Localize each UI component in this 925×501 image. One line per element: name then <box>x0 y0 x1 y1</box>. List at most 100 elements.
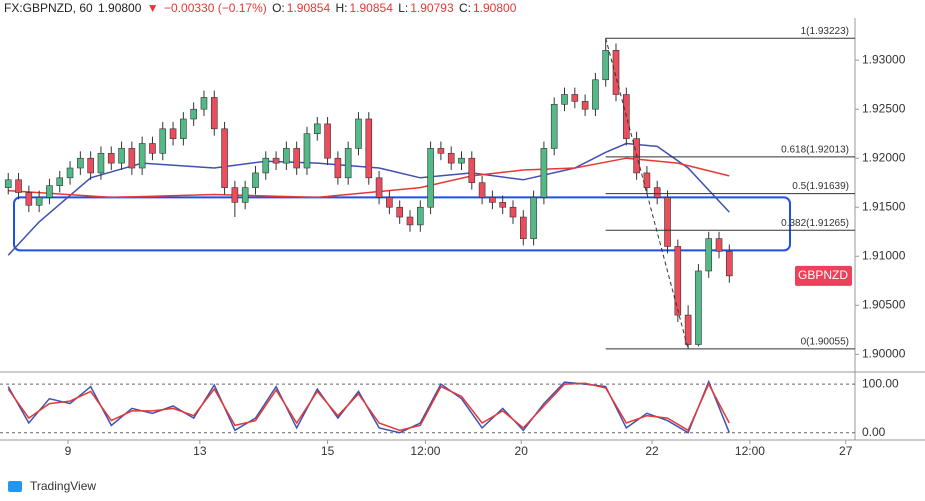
candle-body <box>520 216 527 239</box>
x-tick-label: 12:00 <box>735 444 765 458</box>
candle-body <box>437 148 445 154</box>
fib-label: 0.5(1.91639) <box>792 181 849 192</box>
x-tick-label: 13 <box>193 444 207 458</box>
candle-body <box>210 97 218 130</box>
price-badge <box>795 265 852 286</box>
candle-body <box>355 118 362 149</box>
candle-body <box>272 157 280 164</box>
x-tick-label: 22 <box>645 444 659 458</box>
symbol: FX:GBPNZD, 60 <box>4 1 93 15</box>
fib-label: 1(1.93223) <box>801 26 849 37</box>
osc-tick-label: 0.00 <box>862 425 886 439</box>
candle-body <box>664 197 671 247</box>
header: FX:GBPNZD, 60 1.90800 ▼ −0.00330 (−0.17%… <box>4 1 518 15</box>
candle-body <box>77 157 84 169</box>
o-value: 1.90854 <box>286 1 331 15</box>
zone-box <box>13 196 791 252</box>
x-tick-label: 27 <box>839 444 853 458</box>
last-price: 1.90800 <box>98 1 142 15</box>
candle-body <box>581 101 589 110</box>
candle-body <box>396 206 403 218</box>
x-tick-label: 20 <box>515 444 529 458</box>
candle-body <box>15 179 22 193</box>
candle-body <box>138 143 146 169</box>
candle-body <box>324 123 331 159</box>
tradingview-logo <box>8 481 22 492</box>
y-tick-label: 1.90000 <box>862 346 906 360</box>
candle-body <box>56 177 64 186</box>
oscillator-line <box>7 382 730 432</box>
candle-body <box>386 197 393 208</box>
candle-body <box>4 179 12 188</box>
c-value: 1.90800 <box>472 1 517 15</box>
fib-label: 0.382(1.91265) <box>781 218 849 229</box>
l-label: L: <box>398 1 409 15</box>
candle-body <box>499 202 506 208</box>
candle-body <box>169 128 177 139</box>
h-value: 1.90854 <box>349 1 393 15</box>
candle-body <box>695 270 702 345</box>
candle-body <box>107 153 115 164</box>
h-label: H: <box>335 1 348 15</box>
y-tick-label: 1.91000 <box>862 248 906 262</box>
candle-body <box>715 238 723 252</box>
candle-body <box>241 187 249 203</box>
candle-body <box>231 187 239 203</box>
candle-body <box>97 153 105 174</box>
candle-body <box>190 108 197 120</box>
candle-body <box>46 185 53 198</box>
x-tick-label: 15 <box>321 444 335 458</box>
candle-body <box>66 167 74 179</box>
candle-body <box>612 50 620 95</box>
candle-body <box>509 206 517 218</box>
candle-body <box>561 94 568 105</box>
candle-body <box>468 157 476 184</box>
candle-body <box>602 50 610 81</box>
y-tick-label: 1.91500 <box>862 199 906 213</box>
candle-body <box>705 238 713 272</box>
candle-body <box>478 182 486 198</box>
l-value: 1.90793 <box>410 1 454 15</box>
candle-body <box>159 128 167 154</box>
candle-body <box>128 148 136 169</box>
candle-body <box>726 251 733 277</box>
candle-body <box>334 157 342 179</box>
candle-body <box>118 148 125 164</box>
candle-body <box>344 148 352 179</box>
candle-body <box>406 216 414 226</box>
candle-body <box>35 197 43 206</box>
y-tick-label: 1.90500 <box>862 297 906 311</box>
osc-tick-label: 100.00 <box>862 376 899 390</box>
footer: TradingView <box>30 479 96 493</box>
candle-body <box>674 246 682 316</box>
y-tick-label: 1.93000 <box>862 52 906 66</box>
x-tick-label: 9 <box>65 444 72 458</box>
candle-body <box>592 79 599 110</box>
candle-body <box>643 172 651 188</box>
candle-body <box>25 192 33 206</box>
candle-body <box>550 103 558 149</box>
candle-body <box>149 143 156 154</box>
candle-body <box>447 153 455 164</box>
candle-body <box>283 148 290 164</box>
candle-body <box>375 177 383 198</box>
change: −0.00330 (−0.17%) <box>164 1 267 15</box>
y-tick-label: 1.92000 <box>862 150 906 164</box>
candle-body <box>87 157 94 174</box>
fib-trend <box>605 38 689 350</box>
c-label: C: <box>458 1 471 15</box>
candle-body <box>200 97 208 110</box>
price-badge-label: GBPNZD <box>798 268 848 282</box>
change-arrow: ▼ <box>146 1 159 15</box>
candle-body <box>303 133 311 169</box>
fib-label: 0(1.90055) <box>801 337 849 348</box>
candle-body <box>416 206 424 226</box>
candle-body <box>252 172 259 188</box>
candle-body <box>684 314 692 345</box>
candle-body <box>365 118 373 179</box>
candle-body <box>180 118 187 139</box>
candle-body <box>427 148 434 208</box>
candle-body <box>458 157 465 164</box>
